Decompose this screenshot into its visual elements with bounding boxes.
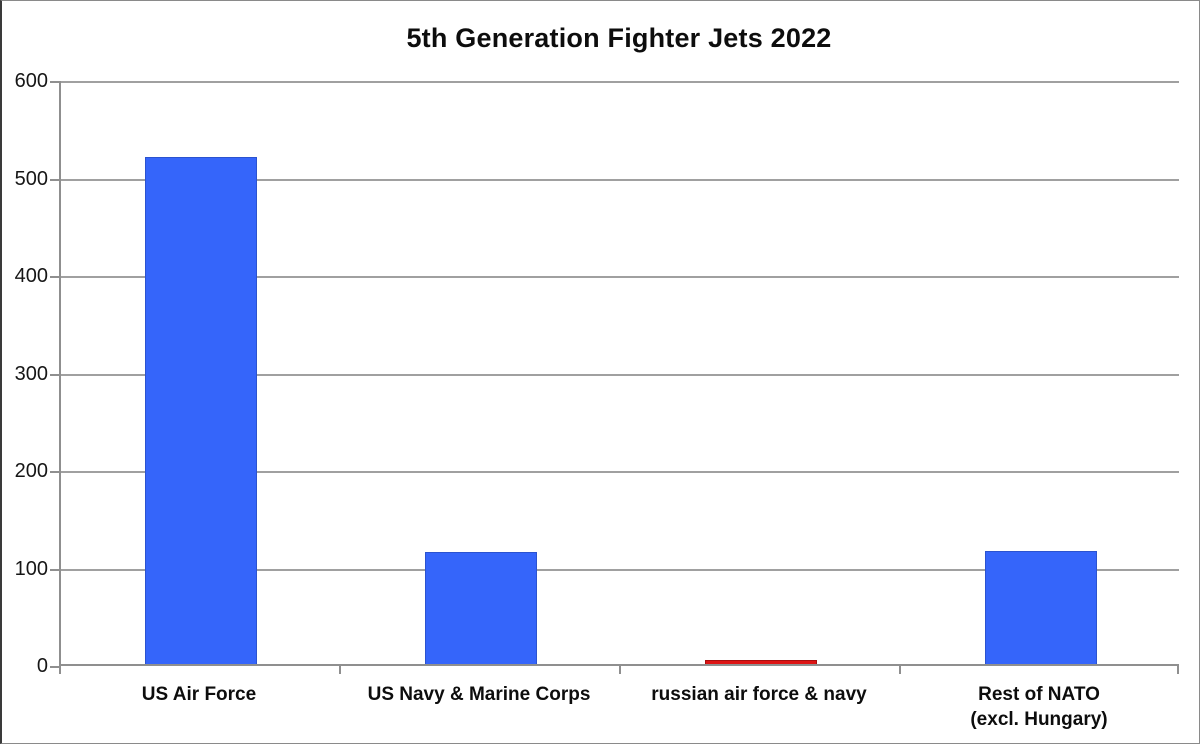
x-tick-0 xyxy=(59,666,61,674)
y-tick-200 xyxy=(50,471,59,473)
y-tick-500 xyxy=(50,178,59,181)
x-axis-label-3: russian air force & navy xyxy=(651,684,867,705)
y-tick-0 xyxy=(50,666,59,668)
y-tick-100 xyxy=(50,568,59,571)
chart-title: 5th Generation Fighter Jets 2022 xyxy=(406,23,832,53)
y-tick-600 xyxy=(50,81,59,83)
x-axis-label-4: Rest of NATO (excl. Hungary) xyxy=(970,684,1108,730)
plot-area xyxy=(59,81,1179,666)
x-tick-4 xyxy=(1177,666,1179,674)
gridline-600 xyxy=(61,81,1179,83)
y-axis-label-500: 500 xyxy=(14,167,48,190)
y-axis-label-400: 400 xyxy=(14,265,48,287)
bar-russian-air-force-navy xyxy=(705,660,817,664)
y-axis-label-0: 0 xyxy=(36,655,48,677)
gridline-100 xyxy=(61,568,1179,571)
gridline-200 xyxy=(61,471,1179,473)
y-tick-400 xyxy=(50,276,59,278)
y-axis-label-200: 200 xyxy=(14,460,48,482)
bar-us-air-force xyxy=(145,157,257,664)
x-tick-1 xyxy=(339,666,341,674)
y-axis-label-600: 600 xyxy=(14,70,48,92)
gridline-500 xyxy=(61,178,1179,181)
x-tick-2 xyxy=(619,666,621,674)
bar-us-navy-marine-corps xyxy=(425,551,537,664)
gridline-300 xyxy=(61,373,1179,376)
bar-rest-of-nato-excl-hungary xyxy=(985,550,1097,664)
gridline-400 xyxy=(61,276,1179,278)
x-axis-label-2: US Navy & Marine Corps xyxy=(367,684,591,705)
x-axis-label-1: US Air Force xyxy=(141,684,257,705)
y-axis-label-100: 100 xyxy=(14,557,48,580)
x-tick-3 xyxy=(899,666,901,674)
y-axis-label-300: 300 xyxy=(14,362,48,385)
y-tick-300 xyxy=(50,373,59,376)
